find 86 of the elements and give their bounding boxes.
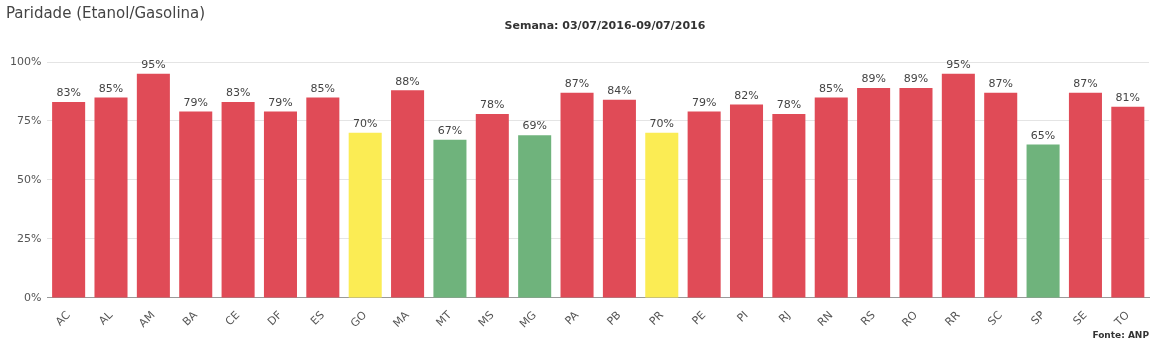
bar	[391, 90, 425, 298]
data-label: 70%	[649, 117, 674, 131]
bar	[984, 92, 1018, 298]
x-tick-label: GO	[348, 308, 370, 330]
y-tick-label: 0%	[23, 290, 42, 304]
data-label: 79%	[183, 95, 208, 109]
data-label: 65%	[1030, 128, 1056, 142]
bar	[1111, 106, 1145, 298]
bar	[560, 92, 594, 298]
x-tick-label: PR	[646, 308, 667, 328]
bar	[687, 111, 721, 298]
x-tick-label: SE	[1070, 308, 1090, 328]
bar	[221, 102, 255, 298]
chart-subtitle: Semana: 03/07/2016-09/07/2016	[504, 19, 706, 32]
data-label: 88%	[395, 74, 420, 88]
x-tick-label: RS	[858, 308, 878, 329]
x-tick-label: MA	[390, 308, 413, 330]
data-label: 87%	[564, 77, 590, 91]
data-label: 67%	[437, 124, 463, 138]
bar	[729, 104, 764, 298]
data-label: 69%	[522, 119, 547, 133]
y-tick-label: 75%	[16, 113, 42, 127]
x-tick-label: PE	[689, 308, 709, 328]
data-label: 83%	[56, 86, 81, 100]
x-tick-label: RN	[814, 308, 836, 329]
x-tick-label: AL	[96, 307, 116, 328]
data-label: 85%	[310, 81, 336, 95]
data-label: 85%	[98, 81, 124, 95]
bar	[306, 97, 340, 298]
bar	[179, 111, 213, 298]
x-tick-label: PB	[604, 308, 624, 328]
x-tick-label: MS	[475, 308, 497, 330]
x-tick-label: AC	[52, 308, 73, 329]
data-label: 82%	[734, 88, 759, 102]
data-label: 70%	[352, 117, 378, 131]
x-tick-label: RR	[942, 308, 963, 329]
data-label: 95%	[946, 58, 971, 72]
x-tick-label: MG	[516, 308, 539, 331]
bar	[645, 132, 679, 298]
source-note: Fonte: ANP	[1092, 330, 1149, 340]
data-label: 89%	[861, 72, 886, 86]
data-label: 79%	[268, 95, 293, 109]
bar	[772, 113, 806, 298]
data-label: 78%	[776, 98, 802, 112]
x-tick-label: RJ	[776, 308, 794, 326]
chart-title: Paridade (Etanol/Gasolina)	[6, 4, 206, 22]
bar	[136, 73, 170, 298]
x-tick-label: DF	[264, 308, 285, 329]
bar	[1026, 144, 1060, 298]
bar	[857, 87, 891, 298]
bar	[263, 111, 297, 298]
x-tick-label: BA	[180, 308, 201, 329]
data-label: 78%	[480, 98, 505, 112]
bar	[52, 102, 86, 298]
x-tick-label: PA	[562, 308, 582, 328]
data-label: 79%	[691, 95, 717, 109]
bar	[602, 99, 636, 298]
bar	[475, 113, 509, 298]
x-tick-label: ES	[307, 308, 327, 328]
data-label: 87%	[988, 77, 1013, 91]
bar	[94, 97, 128, 298]
bar	[348, 132, 382, 298]
data-label: 84%	[607, 84, 632, 98]
data-label: 89%	[903, 72, 929, 86]
y-tick-label: 100%	[9, 54, 42, 68]
bar	[941, 73, 975, 298]
data-label: 81%	[1115, 91, 1141, 105]
data-label: 85%	[819, 81, 844, 95]
x-tick-label: CE	[222, 308, 243, 329]
x-tick-label: RO	[899, 308, 921, 330]
x-tick-label: TO	[1111, 308, 1133, 330]
x-tick-label: MT	[433, 308, 455, 330]
data-label: 95%	[141, 58, 166, 72]
data-label: 87%	[1073, 77, 1098, 91]
x-tick-label: PI	[734, 308, 751, 325]
bar	[518, 135, 552, 298]
x-tick-label: AM	[136, 308, 158, 330]
bar	[899, 87, 933, 298]
x-tick-label: SC	[985, 308, 1006, 329]
bar	[433, 139, 467, 298]
x-tick-label: SP	[1028, 308, 1048, 328]
data-label: 83%	[225, 86, 251, 100]
bar	[1068, 92, 1102, 298]
y-tick-label: 25%	[16, 231, 42, 245]
y-tick-label: 50%	[16, 172, 42, 186]
bar	[814, 97, 848, 298]
